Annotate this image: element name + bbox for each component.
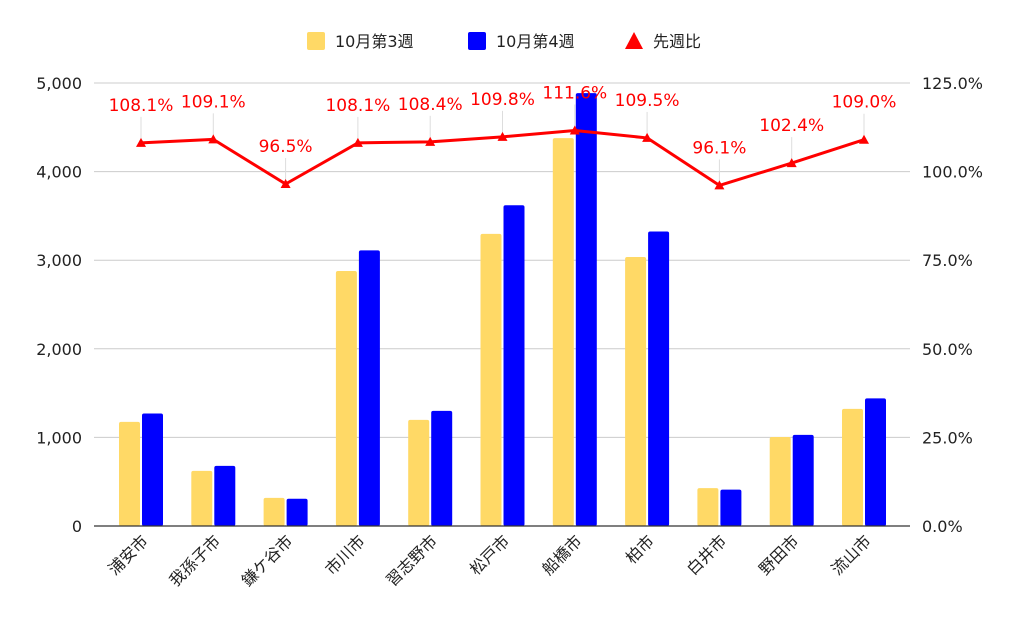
bar-week4 — [648, 231, 670, 527]
bar-week4 — [792, 434, 814, 526]
category-label: 流山市 — [827, 531, 874, 578]
bar-week4 — [142, 413, 163, 526]
legend-label: 先週比 — [653, 32, 701, 51]
ratio-data-label: 109.1% — [181, 92, 246, 112]
ratio-marker — [208, 134, 219, 144]
bar-week4 — [431, 410, 453, 526]
ratio-data-label: 111.6% — [542, 83, 607, 103]
right-tick-label: 125.0% — [922, 74, 983, 93]
ratio-marker — [136, 137, 146, 147]
bar-week4 — [865, 398, 886, 526]
category-label: 習志野市 — [382, 531, 441, 590]
bar-week4 — [358, 250, 380, 526]
category-label: 我孫子市 — [165, 531, 224, 590]
legend-swatch — [468, 32, 486, 50]
bar-week3 — [552, 138, 574, 527]
right-tick-label: 25.0% — [922, 428, 973, 447]
ratio-line: 108.1% 109.1% 96.5% 108.1% 108.4% 109.8% 111.6… — [109, 83, 897, 190]
legend-label: 10月第4週 — [496, 32, 575, 51]
left-tick-label: 4,000 — [36, 163, 82, 182]
ratio-data-label: 108.4% — [398, 95, 463, 115]
ratio-data-label: 109.0% — [832, 93, 897, 113]
bar-week3 — [769, 437, 791, 526]
bar-week3 — [119, 421, 140, 526]
legend-label: 10月第3週 — [335, 32, 414, 51]
bar-week3 — [625, 257, 647, 526]
bar-week3 — [697, 488, 719, 526]
category-label: 船橋市 — [538, 531, 585, 578]
category-label: 鎌ケ谷市 — [238, 531, 297, 590]
category-label: 浦安市 — [104, 531, 151, 578]
bar-week4 — [503, 205, 525, 526]
bar-week3 — [480, 233, 502, 526]
ratio-data-label: 102.4% — [759, 116, 824, 136]
right-tick-label: 50.0% — [922, 340, 973, 359]
left-tick-label: 3,000 — [36, 251, 82, 270]
bar-week3 — [191, 470, 213, 526]
ratio-marker — [425, 136, 436, 146]
bar-week4 — [720, 489, 742, 526]
ratio-marker — [714, 180, 725, 190]
category-label: 柏市 — [622, 531, 658, 567]
legend-triangle-icon — [625, 32, 643, 49]
ratio-data-label: 96.1% — [692, 138, 746, 158]
legend: 10月第3週 10月第4週 先週比 — [307, 32, 701, 51]
ratio-data-label: 108.1% — [325, 96, 390, 116]
right-tick-label: 0.0% — [922, 517, 963, 536]
left-tick-label: 5,000 — [36, 74, 82, 93]
ratio-marker — [642, 132, 653, 142]
category-label: 市川市 — [321, 531, 368, 578]
bar-week3 — [842, 408, 863, 526]
bar-week3 — [263, 497, 285, 526]
ratio-marker — [497, 131, 508, 141]
ratio-marker — [569, 125, 580, 135]
bar-week4 — [286, 498, 308, 526]
bar-week3 — [335, 271, 357, 526]
ratio-data-label: 109.5% — [615, 91, 680, 111]
ratio-marker — [786, 158, 797, 168]
legend-swatch — [307, 32, 325, 50]
category-label: 白井市 — [683, 531, 730, 578]
category-label: 野田市 — [755, 531, 802, 578]
ratio-marker — [859, 134, 869, 144]
ratio-data-label: 109.8% — [470, 90, 535, 110]
ratio-marker — [352, 137, 363, 147]
right-tick-label: 75.0% — [922, 251, 973, 270]
left-tick-label: 0 — [72, 517, 82, 536]
bar-week3 — [408, 419, 430, 526]
left-tick-label: 2,000 — [36, 340, 82, 359]
right-tick-label: 100.0% — [922, 163, 983, 182]
left-tick-label: 1,000 — [36, 428, 82, 447]
bar-week4 — [214, 465, 236, 526]
ratio-data-label: 108.1% — [109, 96, 174, 116]
bar-week4 — [575, 93, 597, 526]
ratio-data-label: 96.5% — [259, 137, 313, 157]
ratio-marker — [280, 179, 291, 189]
bars — [119, 93, 886, 527]
category-label: 松戸市 — [466, 531, 513, 578]
